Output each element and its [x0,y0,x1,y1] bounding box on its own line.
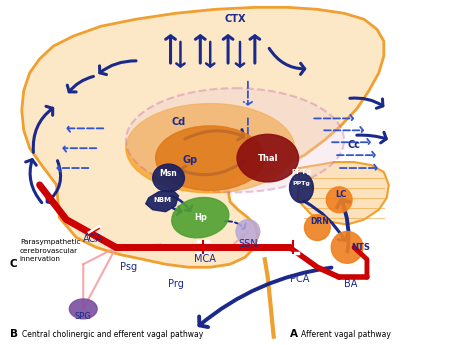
Circle shape [236,220,260,244]
Text: Hp: Hp [194,213,207,222]
Ellipse shape [126,104,294,193]
Text: DRN: DRN [310,217,328,226]
Text: Cc: Cc [347,140,361,150]
Circle shape [326,187,352,213]
Text: C: C [10,259,18,269]
Text: PCA: PCA [290,274,309,284]
Polygon shape [22,7,384,267]
Ellipse shape [237,134,299,182]
Text: NTS: NTS [352,243,371,252]
Text: Gp: Gp [183,155,198,165]
Text: PPTg: PPTg [292,181,310,186]
Ellipse shape [290,173,313,203]
Ellipse shape [69,299,97,319]
Text: Cd: Cd [171,117,186,127]
Text: A: A [290,329,298,339]
Ellipse shape [172,197,229,238]
Polygon shape [298,162,389,225]
Text: MCA: MCA [194,254,216,264]
Text: CTX: CTX [224,14,246,24]
Circle shape [331,231,363,263]
Text: Afferent vagal pathway: Afferent vagal pathway [301,330,392,339]
Text: B: B [10,329,18,339]
Text: SPG: SPG [75,312,91,321]
Ellipse shape [126,88,344,193]
Text: PPTg: PPTg [292,169,312,175]
Text: BA: BA [345,279,358,289]
Text: SSN: SSN [238,239,258,249]
Circle shape [304,215,330,240]
Text: Central cholinergic and efferent vagal pathway: Central cholinergic and efferent vagal p… [22,330,203,339]
Text: Prg: Prg [168,279,183,289]
Ellipse shape [155,126,265,190]
Text: Parasympathetic
cerebrovascular
innervation: Parasympathetic cerebrovascular innervat… [20,239,80,262]
Text: Thal: Thal [257,154,278,162]
Text: ACA: ACA [83,235,103,245]
Text: Psg: Psg [120,262,137,272]
Ellipse shape [153,164,184,192]
Polygon shape [146,190,179,212]
Text: NBM: NBM [154,197,172,203]
Text: Msn: Msn [160,169,177,178]
Text: LC: LC [336,190,347,199]
